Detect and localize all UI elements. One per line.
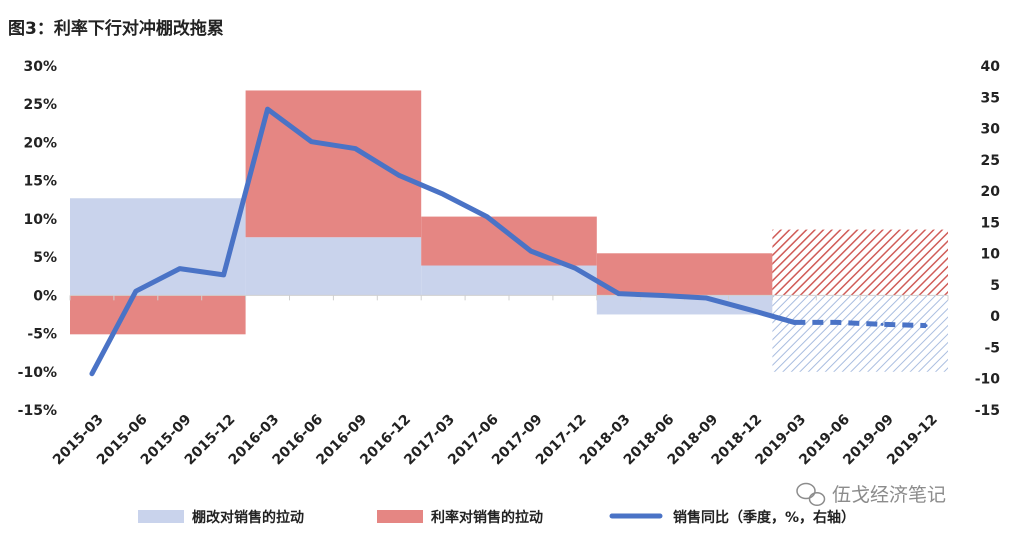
sales-point-2018-06 xyxy=(661,294,665,298)
bar-rate-2018 xyxy=(596,253,773,296)
legend-label-shantytown: 棚改对销售的拉动 xyxy=(192,509,304,526)
right-tick-label: 10 xyxy=(981,247,1001,263)
sales-point-2019-06 xyxy=(836,320,840,324)
sales-point-2018-12 xyxy=(748,308,752,312)
right-tick-label: 35 xyxy=(981,90,1000,106)
left-tick-label: 5% xyxy=(33,250,57,266)
left-tick-label: 0% xyxy=(33,288,57,304)
left-tick-label: 30% xyxy=(23,59,57,75)
left-tick-label: -10% xyxy=(18,365,57,381)
sales-point-2017-12 xyxy=(573,266,577,270)
right-tick-label: -15 xyxy=(975,403,1000,419)
sales-point-2015-09 xyxy=(178,267,182,271)
bar-rate-2017 xyxy=(421,216,597,266)
bar-shantytown-2016 xyxy=(245,237,422,296)
sales-point-2017-09 xyxy=(529,249,533,253)
left-tick-label: 10% xyxy=(23,212,57,228)
sales-point-2017-06 xyxy=(485,215,489,219)
watermark: 伍戈经济笔记 xyxy=(796,482,946,507)
right-tick-label: 20 xyxy=(981,184,1001,200)
sales-point-2019-09 xyxy=(880,322,884,326)
right-tick-label: 40 xyxy=(981,59,1001,75)
legend-swatch-shantytown xyxy=(138,510,184,523)
left-tick-label: -15% xyxy=(18,403,57,419)
sales-point-2019-12 xyxy=(924,324,928,328)
sales-point-2016-06 xyxy=(309,140,313,144)
right-tick-label: 25 xyxy=(981,153,1000,169)
sales-point-2019-03 xyxy=(792,320,796,324)
right-tick-label: 5 xyxy=(990,278,1000,294)
bar-rate-2019 xyxy=(772,229,948,296)
sales-point-2016-12 xyxy=(397,173,401,177)
sales-point-2016-09 xyxy=(353,147,357,151)
left-tick-label: -5% xyxy=(27,327,57,343)
legend-label-sales: 销售同比（季度，%，右轴） xyxy=(673,509,855,526)
bar-shantytown-2017 xyxy=(421,265,597,296)
right-tick-label: -10 xyxy=(975,372,1001,388)
left-tick-label: 15% xyxy=(23,174,57,190)
bar-rate-2015 xyxy=(70,295,246,335)
sales-point-2017-03 xyxy=(441,192,445,196)
legend-label-rate: 利率对销售的拉动 xyxy=(431,509,543,526)
left-tick-label: 20% xyxy=(23,135,57,151)
legend: 棚改对销售的拉动 利率对销售的拉动 销售同比（季度，%，右轴） xyxy=(138,509,855,526)
sales-point-2018-09 xyxy=(705,296,709,300)
right-tick-label: 15 xyxy=(981,215,1000,231)
sales-point-2015-03 xyxy=(90,372,94,376)
sales-line-forecast xyxy=(794,319,927,329)
bar-shantytown-2019 xyxy=(772,295,948,372)
chart-title: 图3：利率下行对冲棚改拖累 xyxy=(8,19,224,39)
right-tick-label: -5 xyxy=(984,340,1000,356)
watermark-text: 伍戈经济笔记 xyxy=(832,484,946,506)
sales-point-2015-12 xyxy=(222,273,226,277)
wechat-icon xyxy=(796,482,826,507)
sales-point-2015-06 xyxy=(134,289,138,293)
right-tick-label: 30 xyxy=(981,122,1001,138)
legend-swatch-rate xyxy=(377,510,423,523)
sales-point-2016-03 xyxy=(266,107,270,111)
right-tick-label: 0 xyxy=(990,309,1000,325)
left-tick-label: 25% xyxy=(23,97,57,113)
sales-point-2018-03 xyxy=(617,292,621,296)
